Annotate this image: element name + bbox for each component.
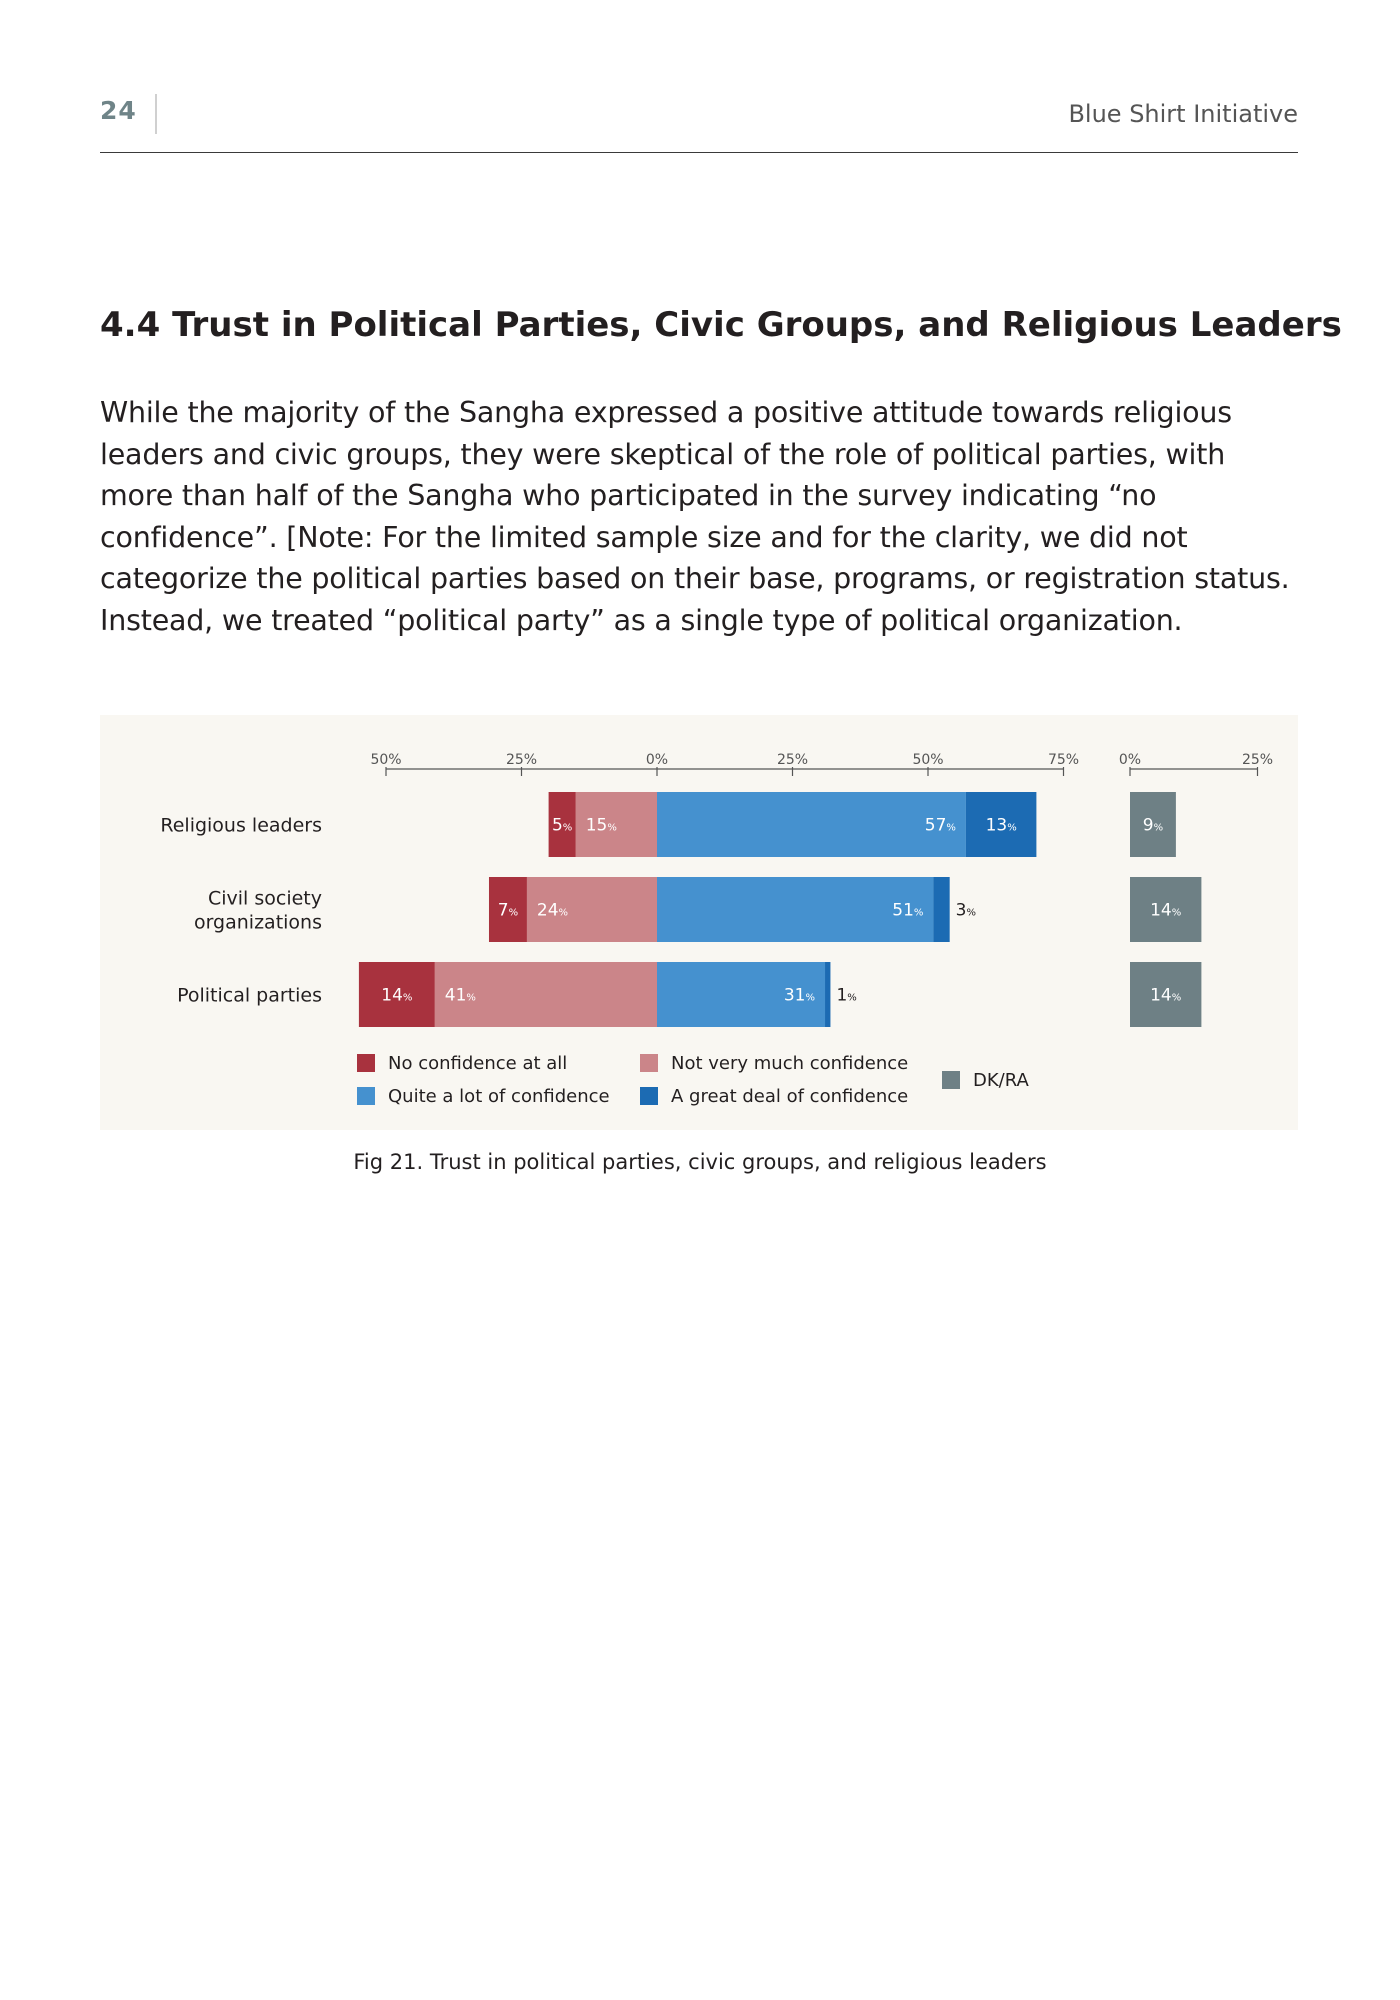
bar-a-great-deal-of-confidence [825,962,831,1027]
figure-caption: Fig 21. Trust in political parties, civi… [353,1150,1047,1174]
legend-swatch [357,1054,375,1072]
legend-label: Not very much confidence [671,1053,908,1074]
main-axis-tick-label: 25% [777,752,808,768]
category-label: Civil society organizations [194,888,322,934]
category-label: Religious leaders [160,815,322,837]
header-divider [155,94,157,134]
side-axis-tick-label: 25% [1242,752,1273,768]
data-label-quite-a-lot: 31% [784,986,815,1006]
main-axis-tick-label: 25% [506,752,537,768]
figure-panel: 50% 25% 0% 25% 50% 75% 0% 25% Religious leaders 5… [100,715,1298,1130]
bar-no-confidence-at-all [548,792,576,857]
data-label-quite-a-lot: 51% [892,901,923,921]
document-title: Blue Shirt Initiative [1068,100,1298,128]
trust-chart: 50% 25% 0% 25% 50% 75% 0% 25% Religious leaders 5… [160,752,1273,1107]
legend-swatch [942,1071,960,1089]
legend-label: Quite a lot of confidence [388,1086,610,1107]
bar-not-very-much-confidence [575,792,657,857]
main-axis-tick-label: 50% [912,752,943,768]
data-label-quite-a-lot: 57% [925,816,956,836]
bar-quite-a-lot-of-confidence [657,962,826,1027]
data-label-not-very-much: 24% [537,901,568,921]
bar-dk-ra [1130,877,1202,942]
body-paragraph: While the majority of the Sangha express… [100,396,1290,637]
bar-no-confidence-at-all [488,877,527,942]
legend-swatch [357,1087,375,1105]
bar-a-great-deal-of-confidence [933,877,950,942]
bar-quite-a-lot-of-confidence [657,792,966,857]
bar-not-very-much-confidence [434,962,657,1027]
data-label-great-deal: 3% [956,901,976,921]
legend-label: A great deal of confidence [671,1086,908,1107]
data-label-not-very-much: 41% [445,986,476,1006]
bar-quite-a-lot-of-confidence [657,877,934,942]
section-heading: 4.4 Trust in Political Parties, Civic Gr… [100,305,1342,345]
main-axis-tick-label: 50% [370,752,401,768]
main-axis-tick-label: 0% [646,752,668,768]
page-number: 24 [100,96,137,125]
legend-label: No confidence at all [388,1053,567,1074]
data-label-no-confidence: 5% [552,816,572,836]
page-header: 24 Blue Shirt Initiative [100,90,1298,153]
side-axis-tick-label: 0% [1119,752,1141,768]
legend-label: DK/RA [973,1070,1030,1091]
legend-swatch [640,1054,658,1072]
data-label-not-very-much: 15% [586,816,617,836]
data-label-no-confidence: 14% [381,986,412,1006]
bar-no-confidence-at-all [358,962,435,1027]
data-label-dk-ra: 14% [1150,901,1181,921]
bar-not-very-much-confidence [526,877,657,942]
data-label-dk-ra: 14% [1150,986,1181,1006]
category-label: Political parties [177,985,322,1007]
data-label-great-deal: 1% [836,986,856,1006]
data-label-no-confidence: 7% [498,901,518,921]
bar-a-great-deal-of-confidence [965,792,1037,857]
bar-dk-ra [1130,792,1176,857]
legend-swatch [640,1087,658,1105]
bar-dk-ra [1130,962,1202,1027]
main-axis-tick-label: 75% [1048,752,1079,768]
data-label-great-deal: 13% [986,816,1017,836]
data-label-dk-ra: 9% [1143,816,1163,836]
